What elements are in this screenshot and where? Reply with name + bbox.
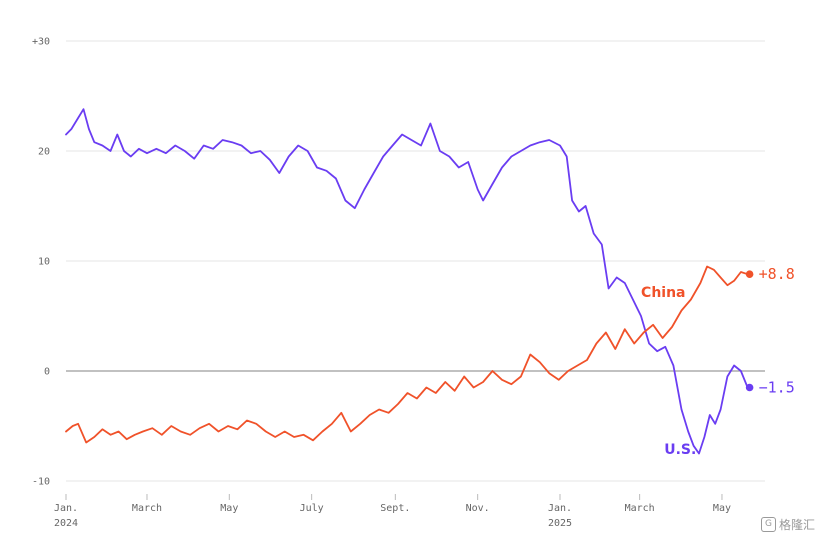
watermark: G 格隆汇 <box>761 516 815 533</box>
x-tick-label: March <box>625 503 655 514</box>
series-line-us <box>65 108 749 455</box>
series-labels: −1.5 +8.8 U.S. China <box>641 265 795 458</box>
x-tick-year-label: 2024 <box>54 518 78 529</box>
series-end-value-label: +8.8 <box>759 265 795 283</box>
g-logo-icon: G <box>761 517 776 532</box>
y-tick-label: 0 <box>44 367 50 378</box>
series-name-label-us: U.S. <box>664 442 696 458</box>
x-tick-label: May <box>713 503 731 514</box>
series-end-marker <box>745 383 754 392</box>
x-axis-ticks: Jan. 2024 March May July Sept. Nov. Jan. 2025 Mar… <box>54 494 731 529</box>
x-tick-label: Sept. <box>380 503 410 514</box>
x-tick-label: July <box>300 503 324 514</box>
y-tick-label: 20 <box>38 147 50 158</box>
y-tick-label: +30 <box>32 37 50 48</box>
x-tick-label: Jan. <box>548 503 572 514</box>
series-name-label-china: China <box>641 285 685 301</box>
y-tick-label: 10 <box>38 257 50 268</box>
watermark-text: 格隆汇 <box>779 518 816 532</box>
x-tick-label: May <box>220 503 238 514</box>
x-tick-label: March <box>132 503 162 514</box>
y-tick-label: -10 <box>32 477 50 488</box>
x-tick-label: Nov. <box>466 503 490 514</box>
series-end-value-label: −1.5 <box>759 379 795 397</box>
x-tick-year-label: 2025 <box>548 518 572 529</box>
y-axis-ticks: +30 20 10 0 -10 <box>32 37 50 488</box>
series-lines <box>65 108 754 455</box>
series-line-china <box>65 265 749 444</box>
x-tick-label: Jan. <box>54 503 78 514</box>
series-end-marker <box>745 270 754 279</box>
gridlines <box>66 40 765 482</box>
